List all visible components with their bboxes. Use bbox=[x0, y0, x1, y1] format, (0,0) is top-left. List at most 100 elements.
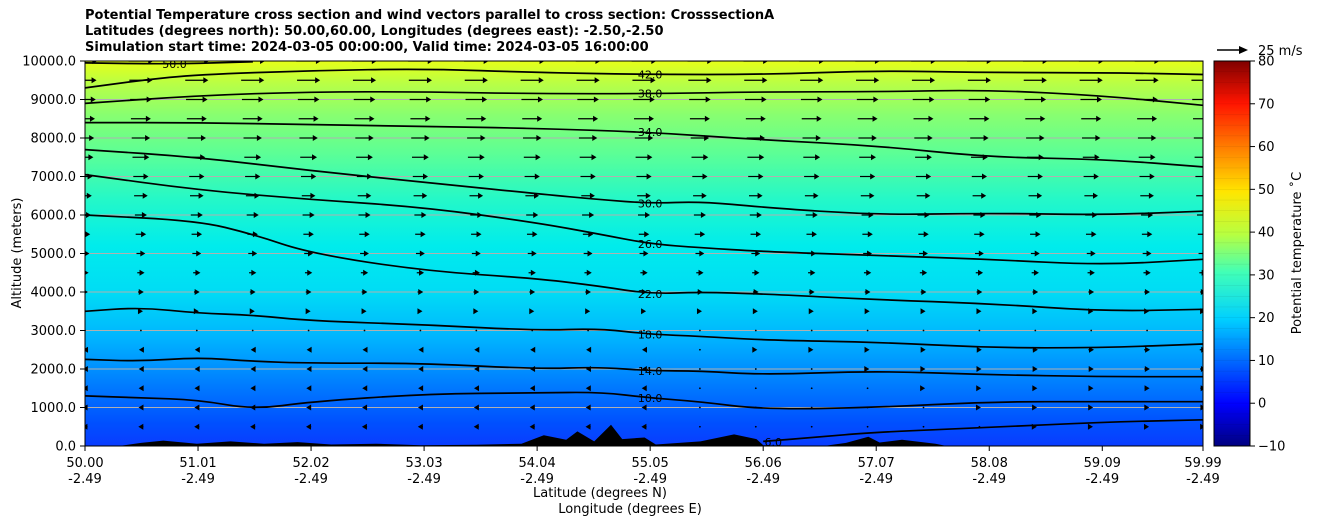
wind-vector-arrow bbox=[578, 115, 599, 122]
wind-vector-arrow bbox=[1028, 192, 1043, 199]
wind-vector-head bbox=[585, 289, 591, 295]
wind-vector-arrow bbox=[415, 231, 426, 238]
x-tick-label-longitude: -2.49 bbox=[859, 472, 893, 487]
contour-label: 50.0 bbox=[162, 58, 187, 71]
wind-vector-arrow bbox=[355, 135, 374, 141]
wind-vector-arrow bbox=[967, 61, 992, 64]
wind-vector-arrow bbox=[524, 173, 540, 180]
wind-vector-dot bbox=[1034, 329, 1037, 332]
x-tick-label-latitude: 57.07 bbox=[858, 456, 895, 471]
wind-vector-dot bbox=[699, 329, 701, 332]
wind-vector-arrow bbox=[356, 154, 373, 161]
wind-vector-head bbox=[593, 96, 599, 103]
wind-vector-head bbox=[1209, 97, 1214, 103]
wind-vector-head bbox=[585, 385, 591, 392]
wind-vector-arrow bbox=[633, 96, 655, 103]
wind-vector-head bbox=[306, 385, 312, 392]
wind-vector-head bbox=[1041, 77, 1047, 84]
wind-vector-head bbox=[369, 115, 375, 122]
wind-vector-head bbox=[143, 173, 149, 180]
wind-vector-arrow bbox=[1194, 156, 1203, 158]
wind-vector-arrow bbox=[864, 308, 870, 315]
wind-vector-head bbox=[1200, 423, 1203, 430]
wind-vector-arrow bbox=[1196, 214, 1203, 216]
wind-vector-arrow bbox=[468, 173, 484, 180]
wind-vector-arrow bbox=[866, 425, 869, 428]
wind-vector-dot bbox=[922, 406, 925, 409]
y-tick-label: 2000.0 bbox=[31, 363, 77, 378]
wind-vector-arrow bbox=[360, 269, 369, 276]
wind-vector-arrow bbox=[529, 404, 535, 411]
x-tick-label-latitude: 54.04 bbox=[519, 456, 556, 471]
wind-vector-head bbox=[1039, 135, 1045, 141]
wind-vector-head bbox=[921, 289, 927, 295]
wind-vector-head bbox=[1144, 423, 1150, 430]
contour-line bbox=[85, 357, 1203, 378]
wind-vector-head bbox=[305, 308, 311, 315]
wind-vector-arrow bbox=[858, 135, 877, 141]
wind-vector-head bbox=[315, 77, 321, 84]
wind-vector-arrow bbox=[467, 154, 485, 161]
wind-vector-arrow bbox=[1200, 423, 1203, 430]
wind-vector-arrow bbox=[1080, 96, 1102, 103]
wind-vector-head bbox=[976, 308, 982, 315]
wind-vector-dot bbox=[699, 387, 701, 390]
wind-vector-arrow bbox=[192, 250, 202, 257]
wind-vector-arrow bbox=[362, 404, 368, 411]
wind-vector-head bbox=[585, 308, 591, 315]
wind-vector-arrow bbox=[978, 329, 981, 332]
contour-line bbox=[85, 61, 253, 65]
wind-vector-head bbox=[1094, 154, 1100, 161]
wind-vector-arrow bbox=[409, 96, 432, 103]
wind-vector-arrow bbox=[131, 135, 151, 141]
wind-vector-arrow bbox=[976, 289, 983, 295]
wind-vector-head bbox=[538, 77, 544, 84]
wind-vector-head bbox=[534, 173, 540, 180]
contour-label: 38.0 bbox=[638, 88, 663, 101]
wind-vector-arrow bbox=[1027, 173, 1043, 180]
wind-vector-arrow bbox=[693, 192, 707, 199]
wind-vector-arrow bbox=[972, 192, 987, 199]
wind-vector-head bbox=[529, 308, 535, 315]
wind-vector-arrow bbox=[1134, 61, 1160, 64]
wind-vector-head bbox=[983, 135, 989, 141]
wind-vector-head bbox=[423, 154, 429, 161]
wind-vector-arrow bbox=[529, 289, 536, 295]
wind-vector-arrow bbox=[307, 329, 310, 332]
wind-vector-arrow bbox=[1083, 173, 1099, 180]
wind-vector-head bbox=[256, 154, 262, 161]
contour-line bbox=[85, 173, 1203, 265]
wind-vector-head bbox=[259, 77, 265, 84]
wind-vector-head bbox=[255, 173, 261, 180]
wind-vector-arrow bbox=[754, 387, 757, 390]
wind-vector-head bbox=[310, 192, 316, 199]
wind-vector-arrow bbox=[699, 425, 701, 428]
wind-vector-arrow bbox=[1088, 289, 1095, 295]
wind-vector-arrow bbox=[967, 77, 991, 84]
x-axis-label-longitude: Longitude (degrees E) bbox=[558, 502, 702, 517]
x-tick-label-latitude: 52.02 bbox=[292, 456, 329, 471]
wind-vector-head bbox=[85, 366, 88, 372]
wind-vector-head bbox=[537, 96, 543, 103]
wind-vector-arrow bbox=[465, 96, 488, 103]
wind-vector-head bbox=[1145, 346, 1151, 353]
wind-vector-arrow bbox=[1195, 175, 1203, 178]
wind-vector-arrow bbox=[1140, 192, 1154, 199]
wind-vector-arrow bbox=[913, 115, 934, 122]
wind-vector-arrow bbox=[418, 385, 424, 392]
wind-vector-arrow bbox=[747, 154, 765, 161]
contour-line bbox=[85, 68, 1203, 89]
wind-vector-head bbox=[194, 423, 200, 430]
wind-vector-arrow bbox=[527, 250, 537, 257]
wind-vector-dot bbox=[699, 368, 701, 370]
wind-vector-head bbox=[306, 366, 312, 372]
wind-vector-head bbox=[644, 231, 650, 238]
wind-vector-arrow bbox=[975, 404, 981, 411]
wind-vector-head bbox=[473, 423, 479, 430]
wind-vector-head bbox=[757, 192, 763, 199]
wind-vector-arrow bbox=[857, 115, 878, 122]
colorbar-tick-label: 50 bbox=[1258, 183, 1275, 198]
wind-vector-arrow bbox=[864, 366, 870, 372]
wind-vector-arrow bbox=[416, 269, 425, 276]
